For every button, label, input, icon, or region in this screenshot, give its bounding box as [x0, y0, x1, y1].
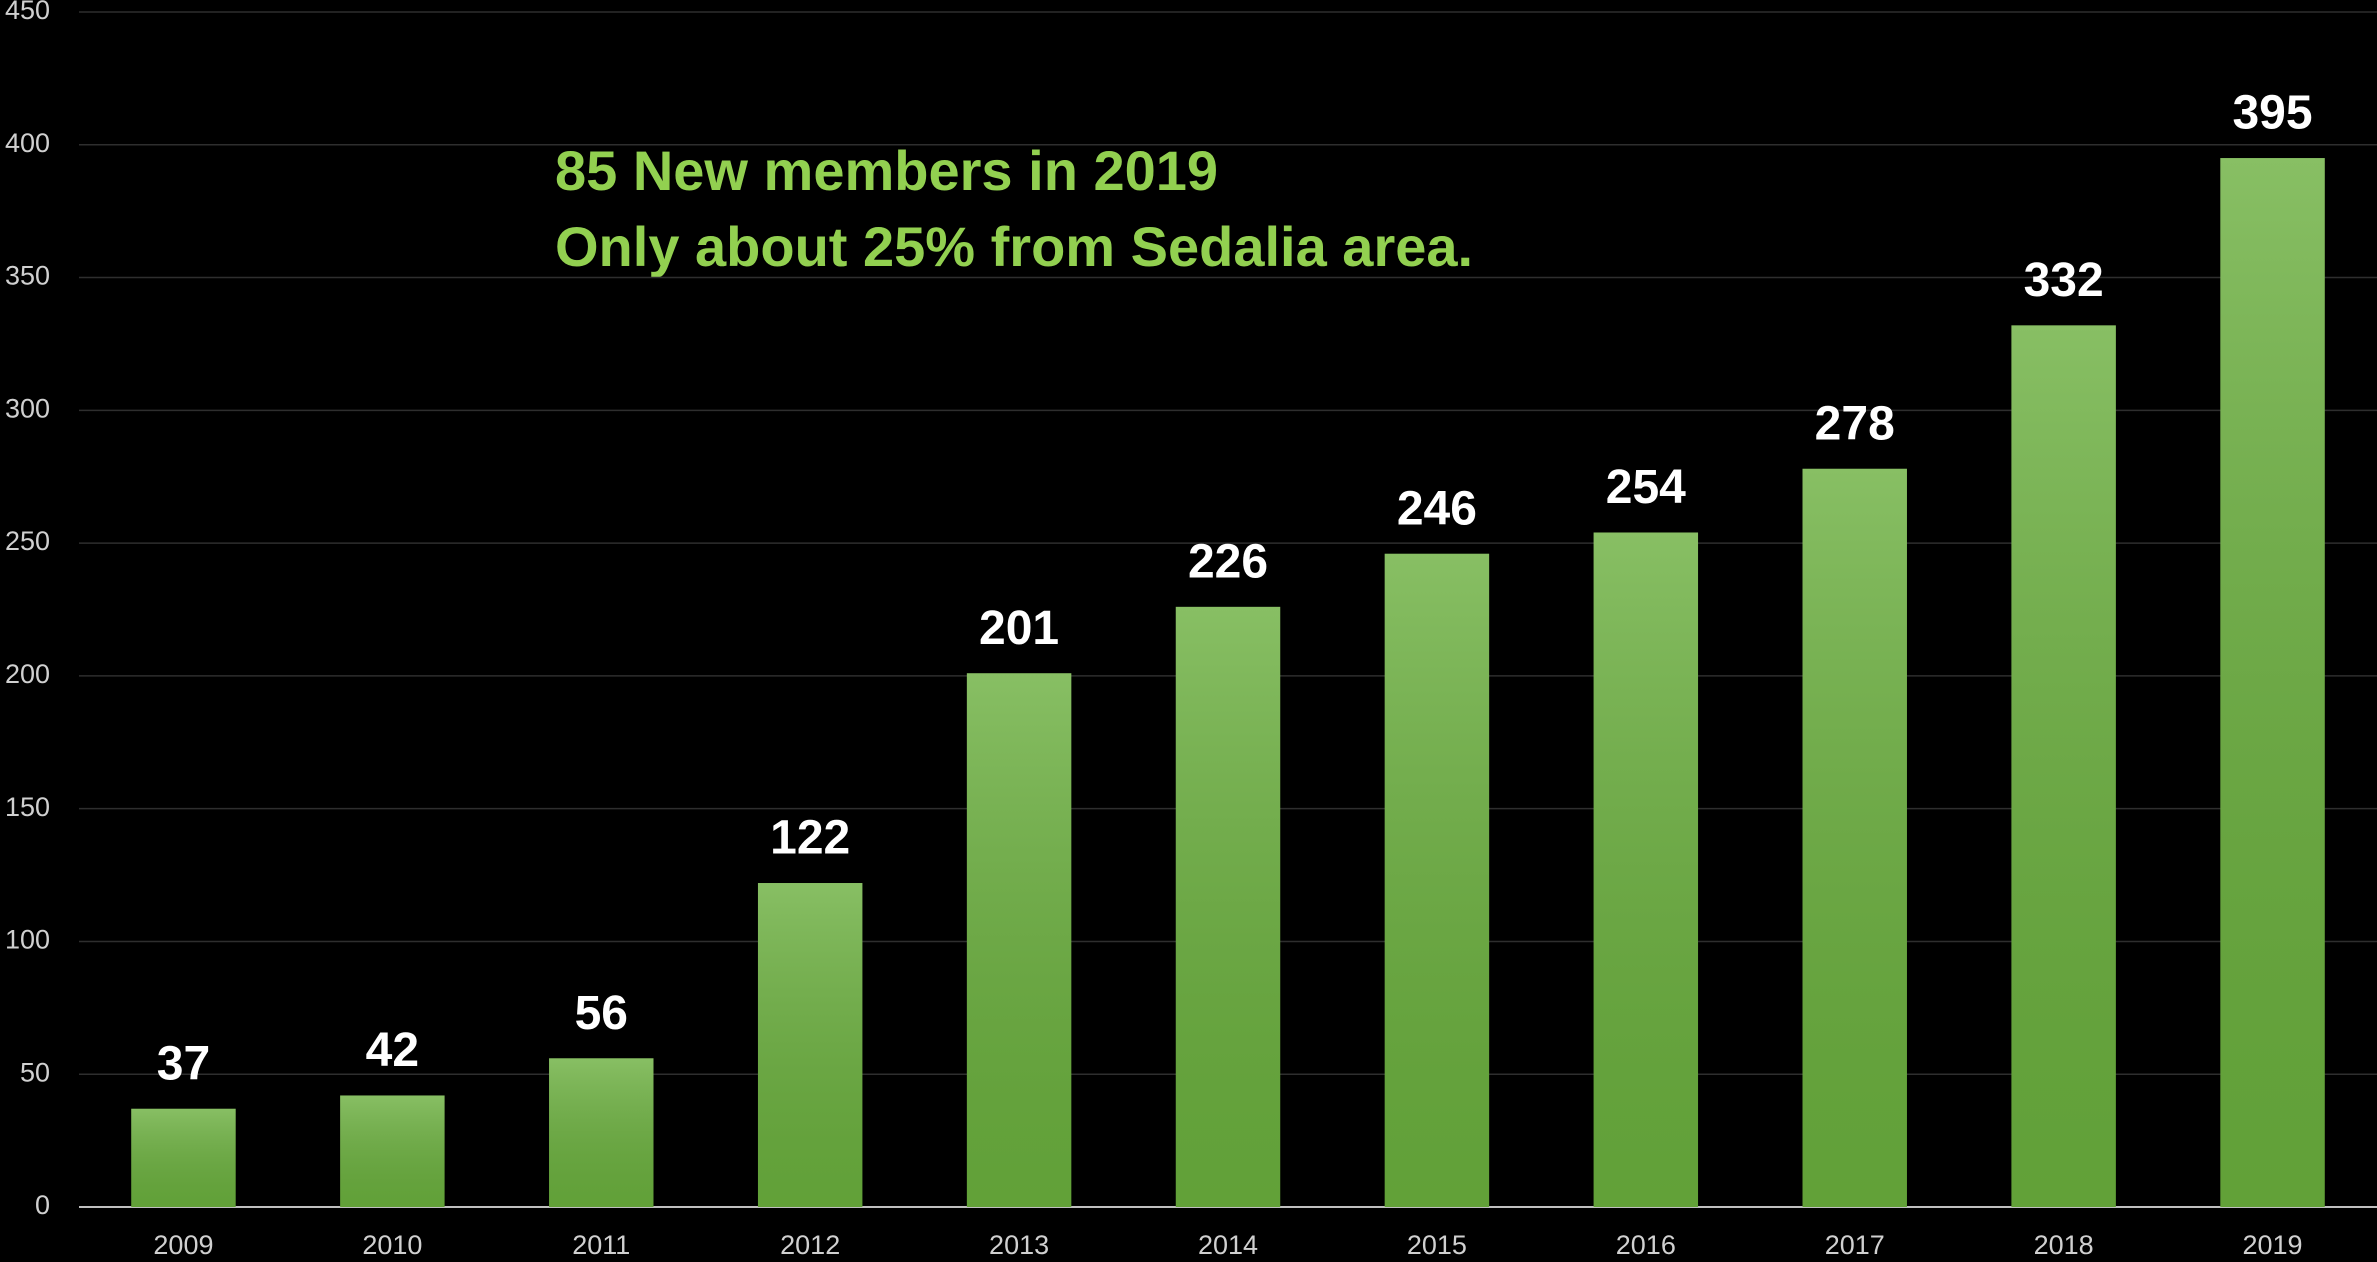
y-tick-label: 250	[5, 526, 50, 556]
x-tick-label: 2012	[780, 1230, 840, 1260]
y-tick-label: 350	[5, 261, 50, 291]
y-tick-label: 300	[5, 393, 50, 423]
data-label: 42	[366, 1024, 419, 1077]
annotation: 85 New members in 2019	[555, 139, 1218, 202]
x-tick-label: 2010	[362, 1230, 422, 1260]
bar-shade	[1802, 468, 1907, 1207]
bar-shade	[757, 883, 863, 1207]
bar-shade	[131, 1108, 236, 1207]
data-label: 246	[1397, 482, 1477, 535]
y-tick-label: 200	[5, 659, 50, 689]
y-tick-label: 450	[5, 0, 50, 25]
bar-shade	[1593, 532, 1699, 1207]
x-tick-label: 2017	[1825, 1230, 1885, 1260]
x-tick-label: 2016	[1616, 1230, 1676, 1260]
x-tick-label: 2011	[572, 1230, 630, 1260]
data-label: 395	[2232, 87, 2312, 140]
bar-shade	[1175, 606, 1281, 1207]
bar-shade	[549, 1058, 654, 1207]
x-tick-label: 2013	[989, 1230, 1049, 1260]
data-label: 332	[2024, 254, 2104, 307]
data-label: 122	[770, 812, 850, 865]
data-label: 278	[1815, 397, 1895, 450]
bar-shade	[2011, 325, 2116, 1207]
y-tick-label: 0	[35, 1190, 50, 1220]
x-tick-label: 2014	[1198, 1230, 1258, 1260]
bar-shade	[966, 673, 1072, 1207]
bar-shade	[1384, 553, 1490, 1207]
x-tick-label: 2018	[2034, 1230, 2094, 1260]
y-tick-label: 50	[20, 1057, 50, 1087]
y-tick-label: 100	[5, 925, 50, 955]
x-tick-label: 2009	[153, 1230, 213, 1260]
data-label: 37	[157, 1037, 210, 1090]
data-label: 201	[979, 602, 1059, 655]
bar-shade	[340, 1095, 445, 1207]
y-tick-label: 400	[5, 128, 50, 158]
x-tick-label: 2019	[2243, 1230, 2303, 1260]
data-label: 226	[1188, 536, 1268, 589]
data-label: 56	[575, 987, 628, 1040]
data-label: 254	[1606, 461, 1686, 514]
bar-shade	[2220, 158, 2325, 1208]
x-tick-label: 2015	[1407, 1230, 1467, 1260]
annotation: Only about 25% from Sedalia area.	[555, 215, 1473, 278]
y-tick-label: 150	[5, 792, 50, 822]
